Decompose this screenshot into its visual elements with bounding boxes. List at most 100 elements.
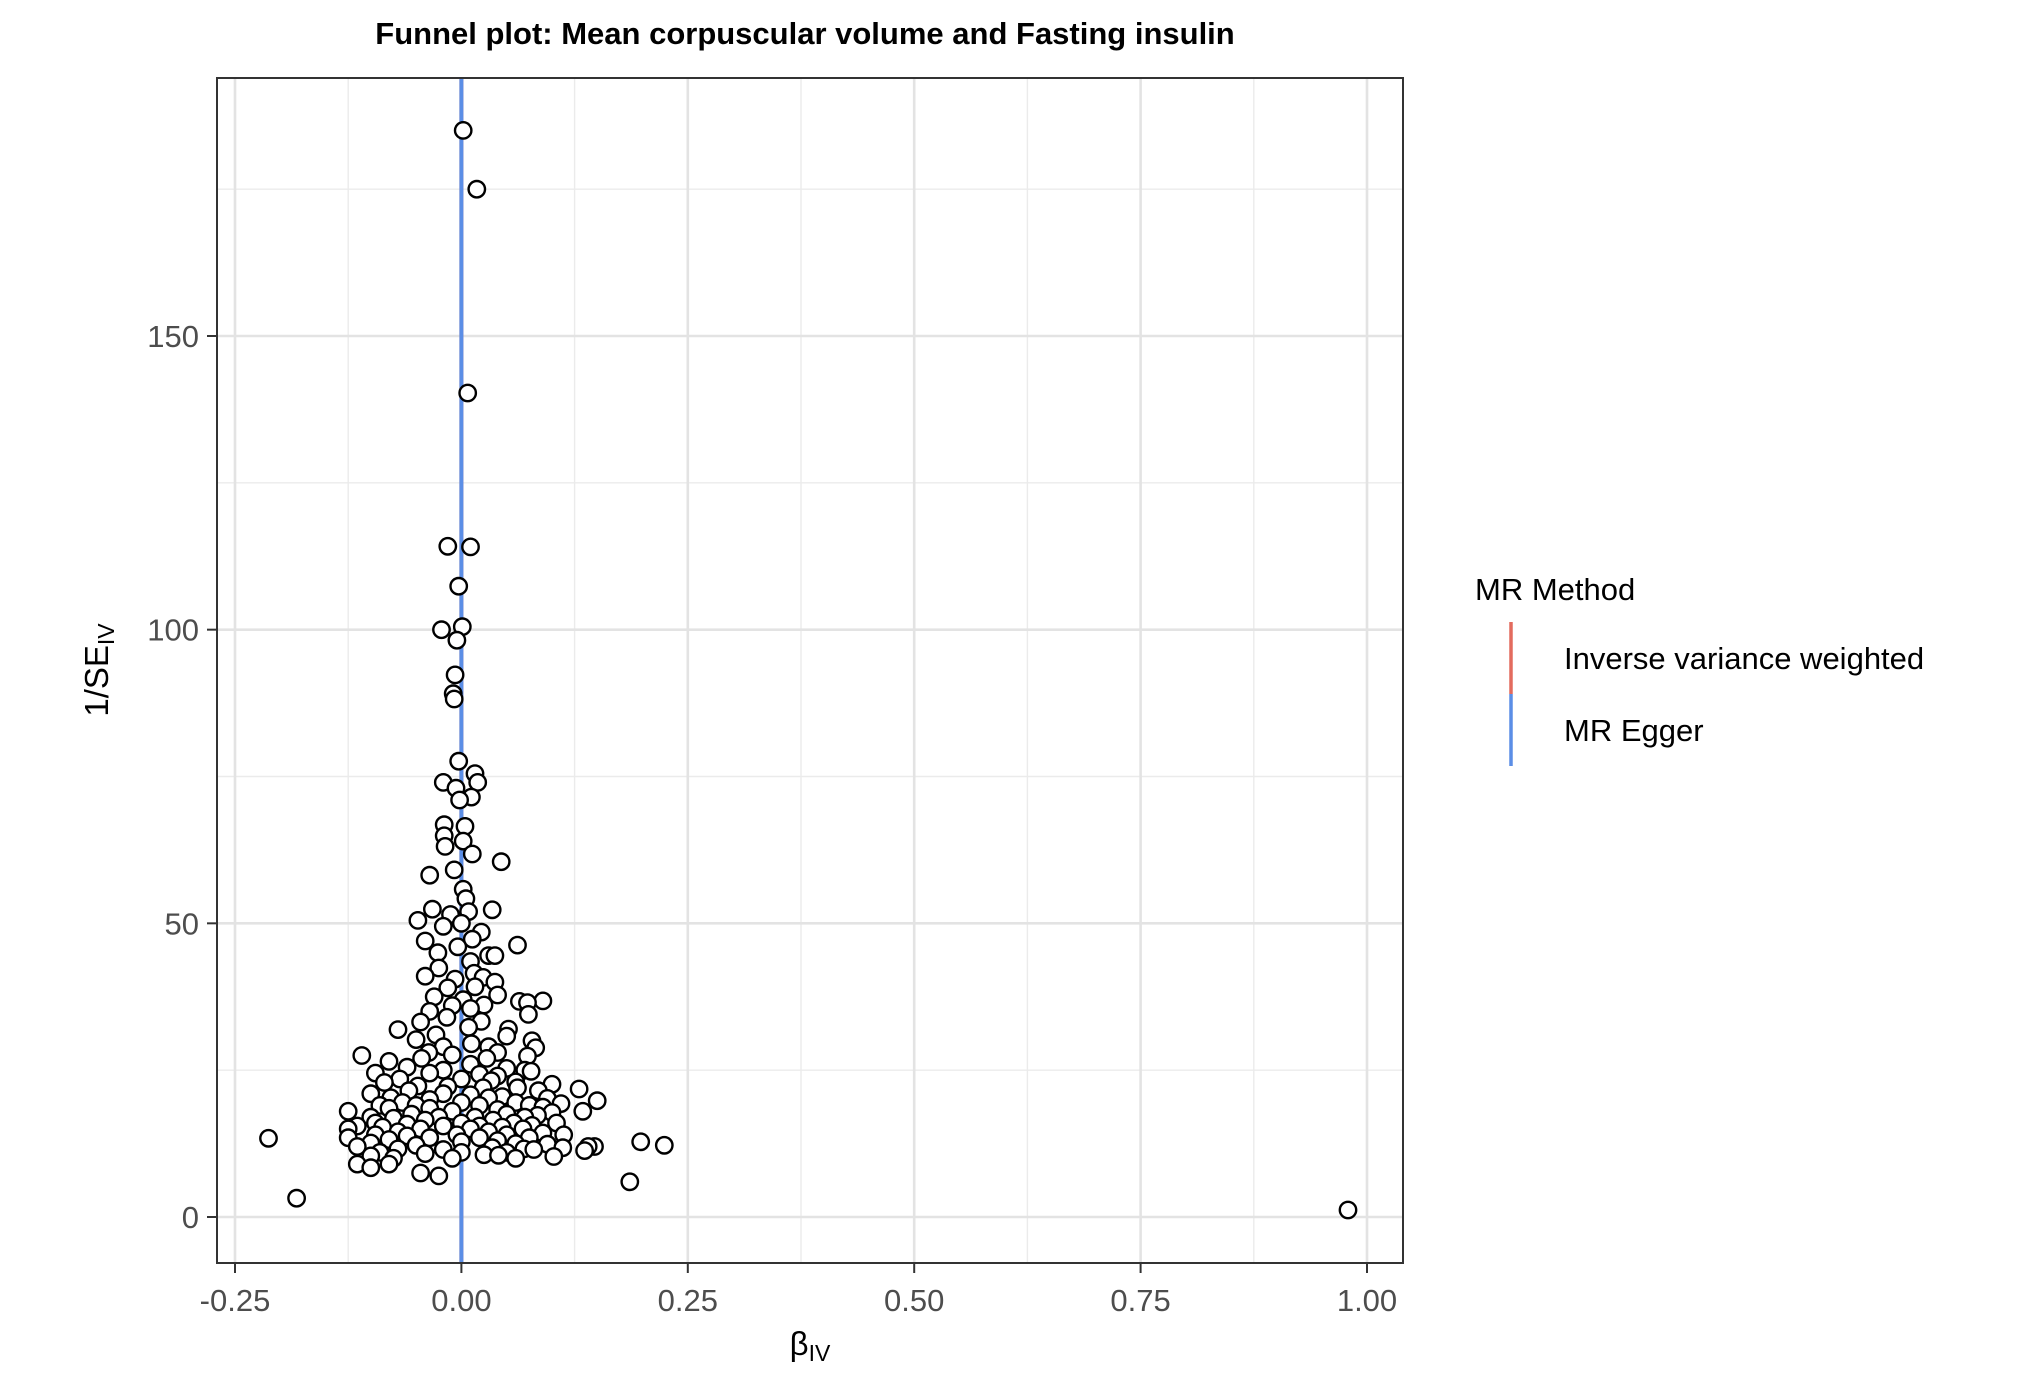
data-point [438,536,458,556]
data-points [259,120,1358,1220]
data-point [433,1116,453,1136]
data-point [489,1145,508,1165]
x-tick-label: 0.25 [658,1283,718,1318]
data-point [287,1188,306,1208]
data-point [448,937,468,957]
data-point [1338,1200,1358,1220]
x-axis-title-subscript: IV [809,1340,831,1366]
data-point [620,1172,640,1192]
x-axis-title-main: β [790,1325,809,1362]
data-point [338,1101,358,1121]
data-point [508,935,527,955]
legend-entry-ivw: Inverse variance weighted [1509,622,1924,694]
data-point [432,620,451,640]
data-point [408,911,428,930]
data-point [444,860,464,880]
data-point [444,689,464,709]
data-point [467,179,487,199]
data-point [470,1128,489,1148]
data-point [519,1005,538,1024]
data-point [453,831,473,851]
data-point [497,1026,517,1046]
data-point [447,630,467,650]
data-point [465,977,485,997]
data-point [459,1017,478,1037]
x-tick-label: 0.00 [431,1283,491,1318]
data-point [488,985,507,1005]
y-axis-title-subscript: IV [93,623,119,645]
chart-title: Funnel plot: Mean corpuscular volume and… [375,16,1234,51]
data-point [462,844,482,864]
data-point [442,1148,462,1168]
data-point [415,1144,435,1164]
data-point [482,900,502,920]
data-point [491,852,511,872]
data-point [361,1158,381,1178]
y-tick-label: 50 [165,906,199,941]
data-point [411,1012,430,1032]
data-point [485,946,505,965]
data-point [433,916,453,936]
y-tick-label: 150 [147,319,199,354]
x-tick-label: 1.00 [1337,1283,1397,1318]
y-axis: 0 50 100 150 [147,319,217,1235]
data-point [379,1154,399,1174]
legend-label-egger: MR Egger [1564,713,1704,748]
data-point [420,1063,440,1083]
data-point [437,1007,457,1027]
data-point [411,1163,430,1183]
data-point [461,1034,481,1054]
data-point [379,1052,399,1071]
data-point [453,120,473,140]
data-point [573,1101,593,1121]
legend-title: MR Method [1475,572,1635,607]
y-axis-title-main: 1/SE [78,645,115,717]
x-axis-title: βIV [790,1325,831,1366]
data-point [477,1049,497,1068]
data-point [422,899,442,919]
data-point [450,790,469,810]
data-point [374,1073,394,1092]
data-point [435,837,455,856]
data-point [587,1091,607,1111]
data-point [521,1061,541,1081]
data-point [449,751,469,771]
minor-gridlines [217,78,1403,1263]
data-point [461,537,480,557]
data-point [429,958,449,978]
x-tick-label: 0.50 [884,1283,944,1318]
data-point [524,1140,544,1159]
data-point [575,1141,594,1161]
data-point [533,991,553,1011]
data-point [259,1128,278,1148]
data-point [631,1132,651,1152]
data-point [428,943,448,963]
data-point [415,931,435,951]
data-point [352,1046,372,1065]
legend-label-ivw: Inverse variance weighted [1564,641,1924,676]
data-point [451,913,471,933]
data-point [388,1020,408,1039]
data-point [462,929,482,949]
data-point [654,1135,674,1155]
data-point [461,999,480,1018]
legend-entry-egger: MR Egger [1509,694,1704,766]
y-axis-title: 1/SEIV [78,623,119,717]
y-tick-label: 100 [147,613,199,648]
data-point [420,865,440,885]
x-axis: -0.25 0.00 0.25 0.50 0.75 1.00 [200,1263,1397,1318]
x-tick-label: -0.25 [200,1283,271,1318]
data-point [445,665,465,685]
data-point [438,978,458,998]
data-point [544,1147,564,1166]
x-tick-label: 0.75 [1110,1283,1170,1318]
data-point [442,1045,462,1065]
data-point [458,383,478,403]
data-point [412,1049,431,1068]
data-point [449,576,469,596]
y-tick-label: 0 [182,1200,199,1235]
data-point [415,966,435,986]
data-point [429,1166,449,1186]
data-point [569,1079,589,1099]
